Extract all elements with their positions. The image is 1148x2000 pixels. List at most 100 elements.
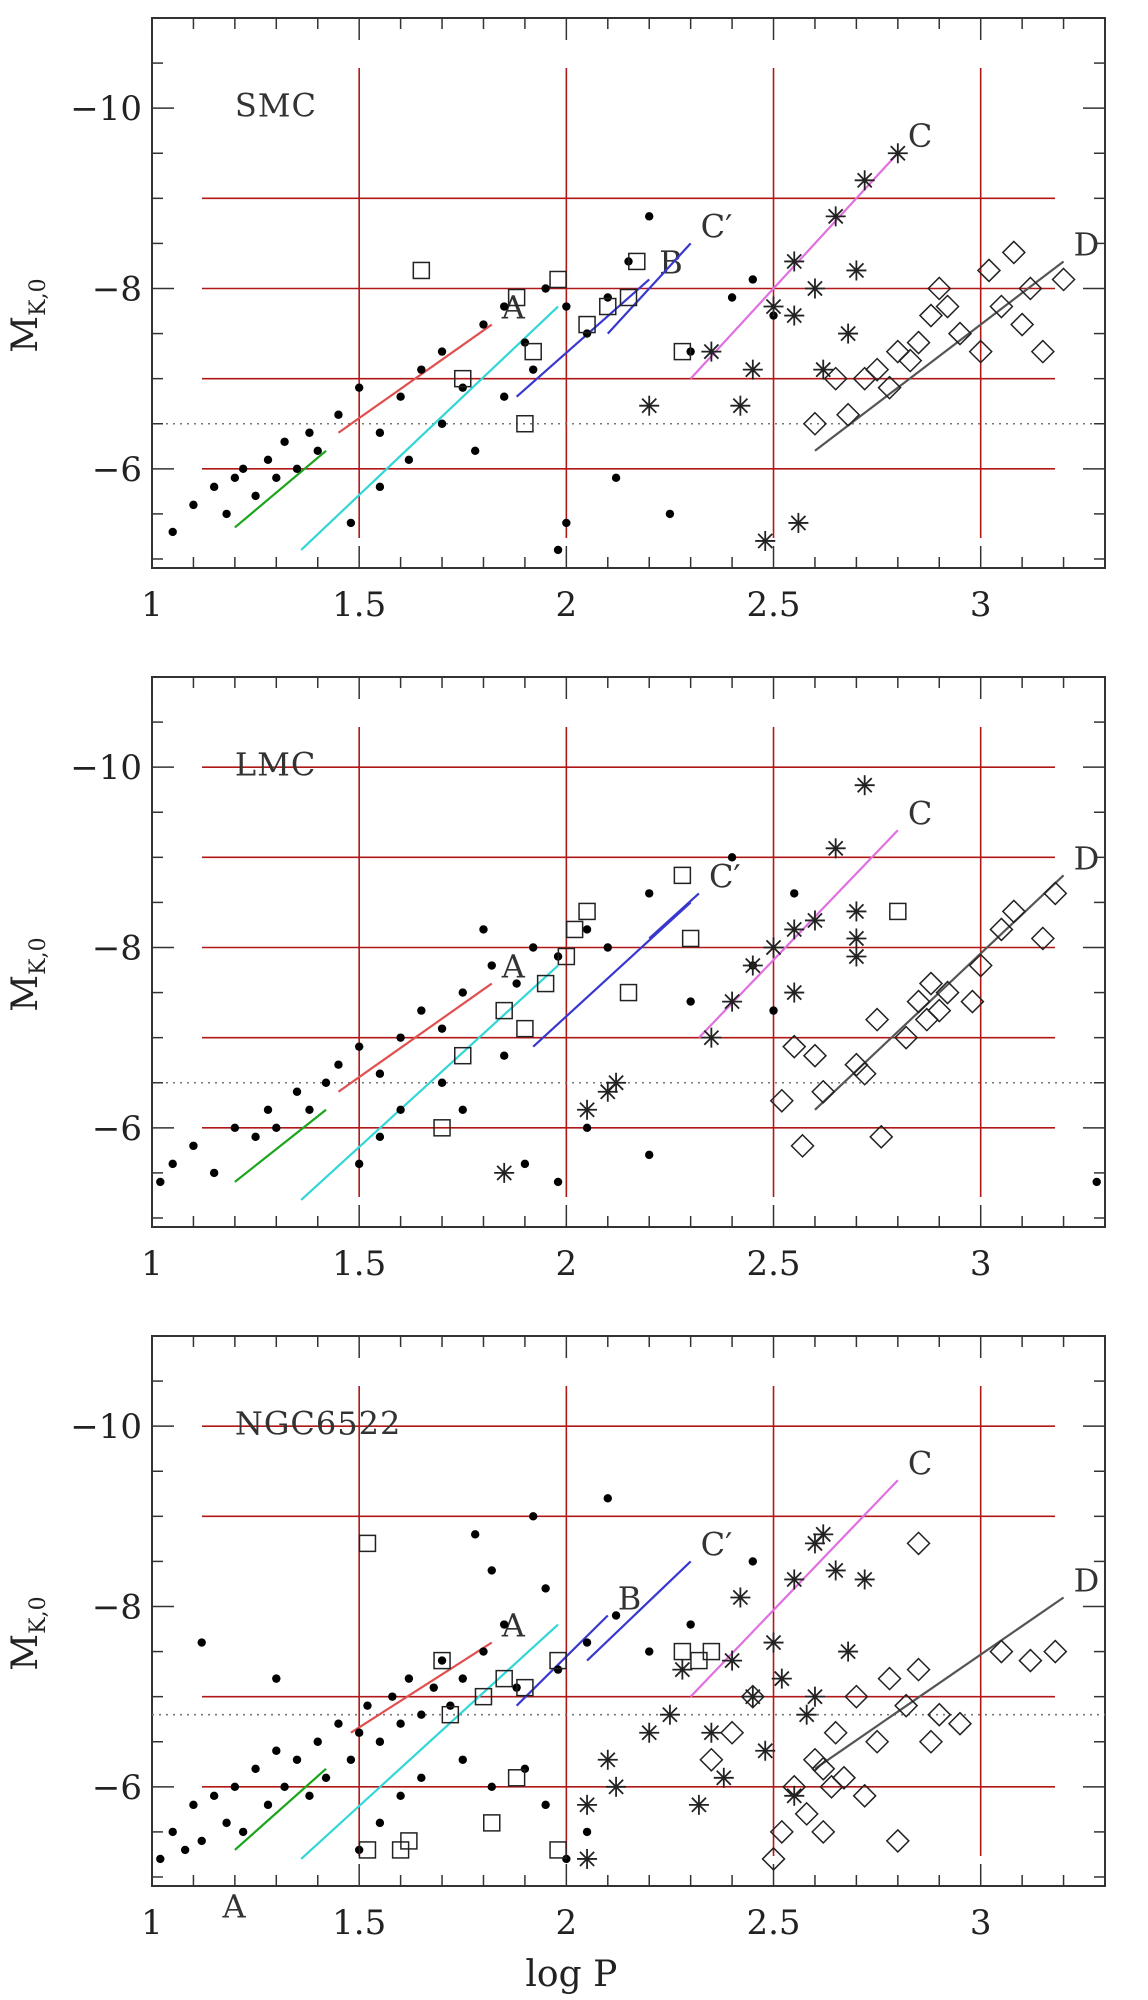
data-point-dot [197,1836,206,1846]
data-point-dot [529,1512,538,1521]
data-point-dot [437,1078,447,1087]
y-axis-title: MK,0 [5,937,51,1011]
x-tick-label: 2.5 [746,1903,800,1943]
data-point-star [825,838,846,859]
data-point-diamond [935,980,960,1005]
data-point-square [358,1841,377,1859]
data-point-diamond [1010,312,1035,337]
star-stroke [579,1102,595,1118]
data-point-dot [230,1782,240,1792]
data-point-dot [603,293,612,302]
star-stroke [691,1797,707,1813]
star-stroke [798,1706,815,1723]
sequence-label: B [659,243,683,281]
star-stroke [774,1670,790,1687]
sequence-line [300,1623,559,1860]
data-point-dot [553,545,563,555]
star-stroke [716,1770,732,1786]
data-point-star [722,991,743,1012]
data-point-dot [499,1620,509,1629]
data-point-diamond [989,1639,1014,1664]
data-point-square [549,1841,567,1859]
star-stroke [703,1029,720,1046]
data-point-star [784,1569,805,1590]
data-point-star [771,1668,792,1689]
data-point-dot [645,1647,654,1656]
x-tick-label: 2 [556,585,578,625]
sequence-line [606,242,692,335]
x-tick-label: 1.5 [332,1903,386,1943]
data-point-square [628,252,646,271]
data-point-star [804,910,825,931]
data-point-diamond [976,258,1002,283]
data-point-dot [396,1105,405,1114]
data-point-diamond [1018,1648,1043,1673]
data-point-dot [209,482,219,492]
data-point-diamond [968,953,993,978]
data-point-square [454,369,472,388]
data-point-square [536,974,555,993]
data-point-star [688,1794,709,1815]
data-point-diamond [1043,1639,1068,1664]
data-point-diamond [1030,926,1055,951]
data-point-star [784,982,805,1003]
data-point-diamond [960,989,985,1014]
data-point-star [606,1072,627,1093]
data-point-star [763,937,784,958]
data-point-diamond [865,1007,890,1032]
data-point-dot [292,1755,302,1764]
data-point-dot [396,1719,405,1728]
data-point-diamond [877,1666,902,1691]
data-point-square [690,1651,708,1670]
data-point-dot [437,1024,447,1033]
data-point-diamond [898,348,923,373]
sequence-label: D [1074,839,1100,877]
data-point-star [804,1686,825,1707]
data-point-diamond [1043,881,1068,906]
data-point-diamond [894,1693,919,1718]
data-point-star [854,170,875,191]
data-point-dot [375,428,385,437]
data-point-dot [396,1791,405,1801]
data-point-square [578,902,596,921]
data-point-diamond [918,303,944,328]
data-point-dot [686,997,695,1006]
data-point-dot [748,1557,758,1566]
data-point-star [838,1641,859,1662]
star-stroke [786,921,802,938]
sequence-line [515,1614,609,1707]
data-point-dot [334,1719,343,1728]
data-point-dot [334,1060,343,1069]
data-point-dot [686,1620,695,1629]
star-stroke [757,1743,773,1759]
data-point-star [846,260,867,281]
data-point-dot [375,1132,385,1142]
star-stroke [757,533,773,549]
star-stroke [703,1725,720,1741]
data-point-dot [346,1755,356,1764]
data-point-dot [487,1782,496,1792]
data-point-dot [541,1584,550,1593]
data-point-diamond [906,1531,931,1556]
star-stroke [732,1589,749,1606]
data-point-star [659,1704,680,1725]
data-point-dot [313,1737,322,1746]
star-stroke [786,1788,802,1804]
data-point-square [433,1651,451,1670]
data-point-dot [603,1494,612,1503]
data-point-diamond [740,1684,765,1709]
data-point-dot [529,943,538,952]
star-stroke [890,145,906,161]
data-point-star [796,1704,817,1725]
data-point-dot [582,329,592,338]
y-tick-label: −6 [92,1768,142,1808]
data-point-dot [446,1701,455,1710]
data-point-square [412,261,431,280]
data-point-star [701,341,722,362]
data-point-diamond [769,1819,794,1844]
data-point-dot [404,1674,414,1683]
data-point-star [846,946,867,967]
star-stroke [745,361,761,378]
data-point-diamond [935,294,960,319]
y-tick-label: −8 [92,269,142,309]
